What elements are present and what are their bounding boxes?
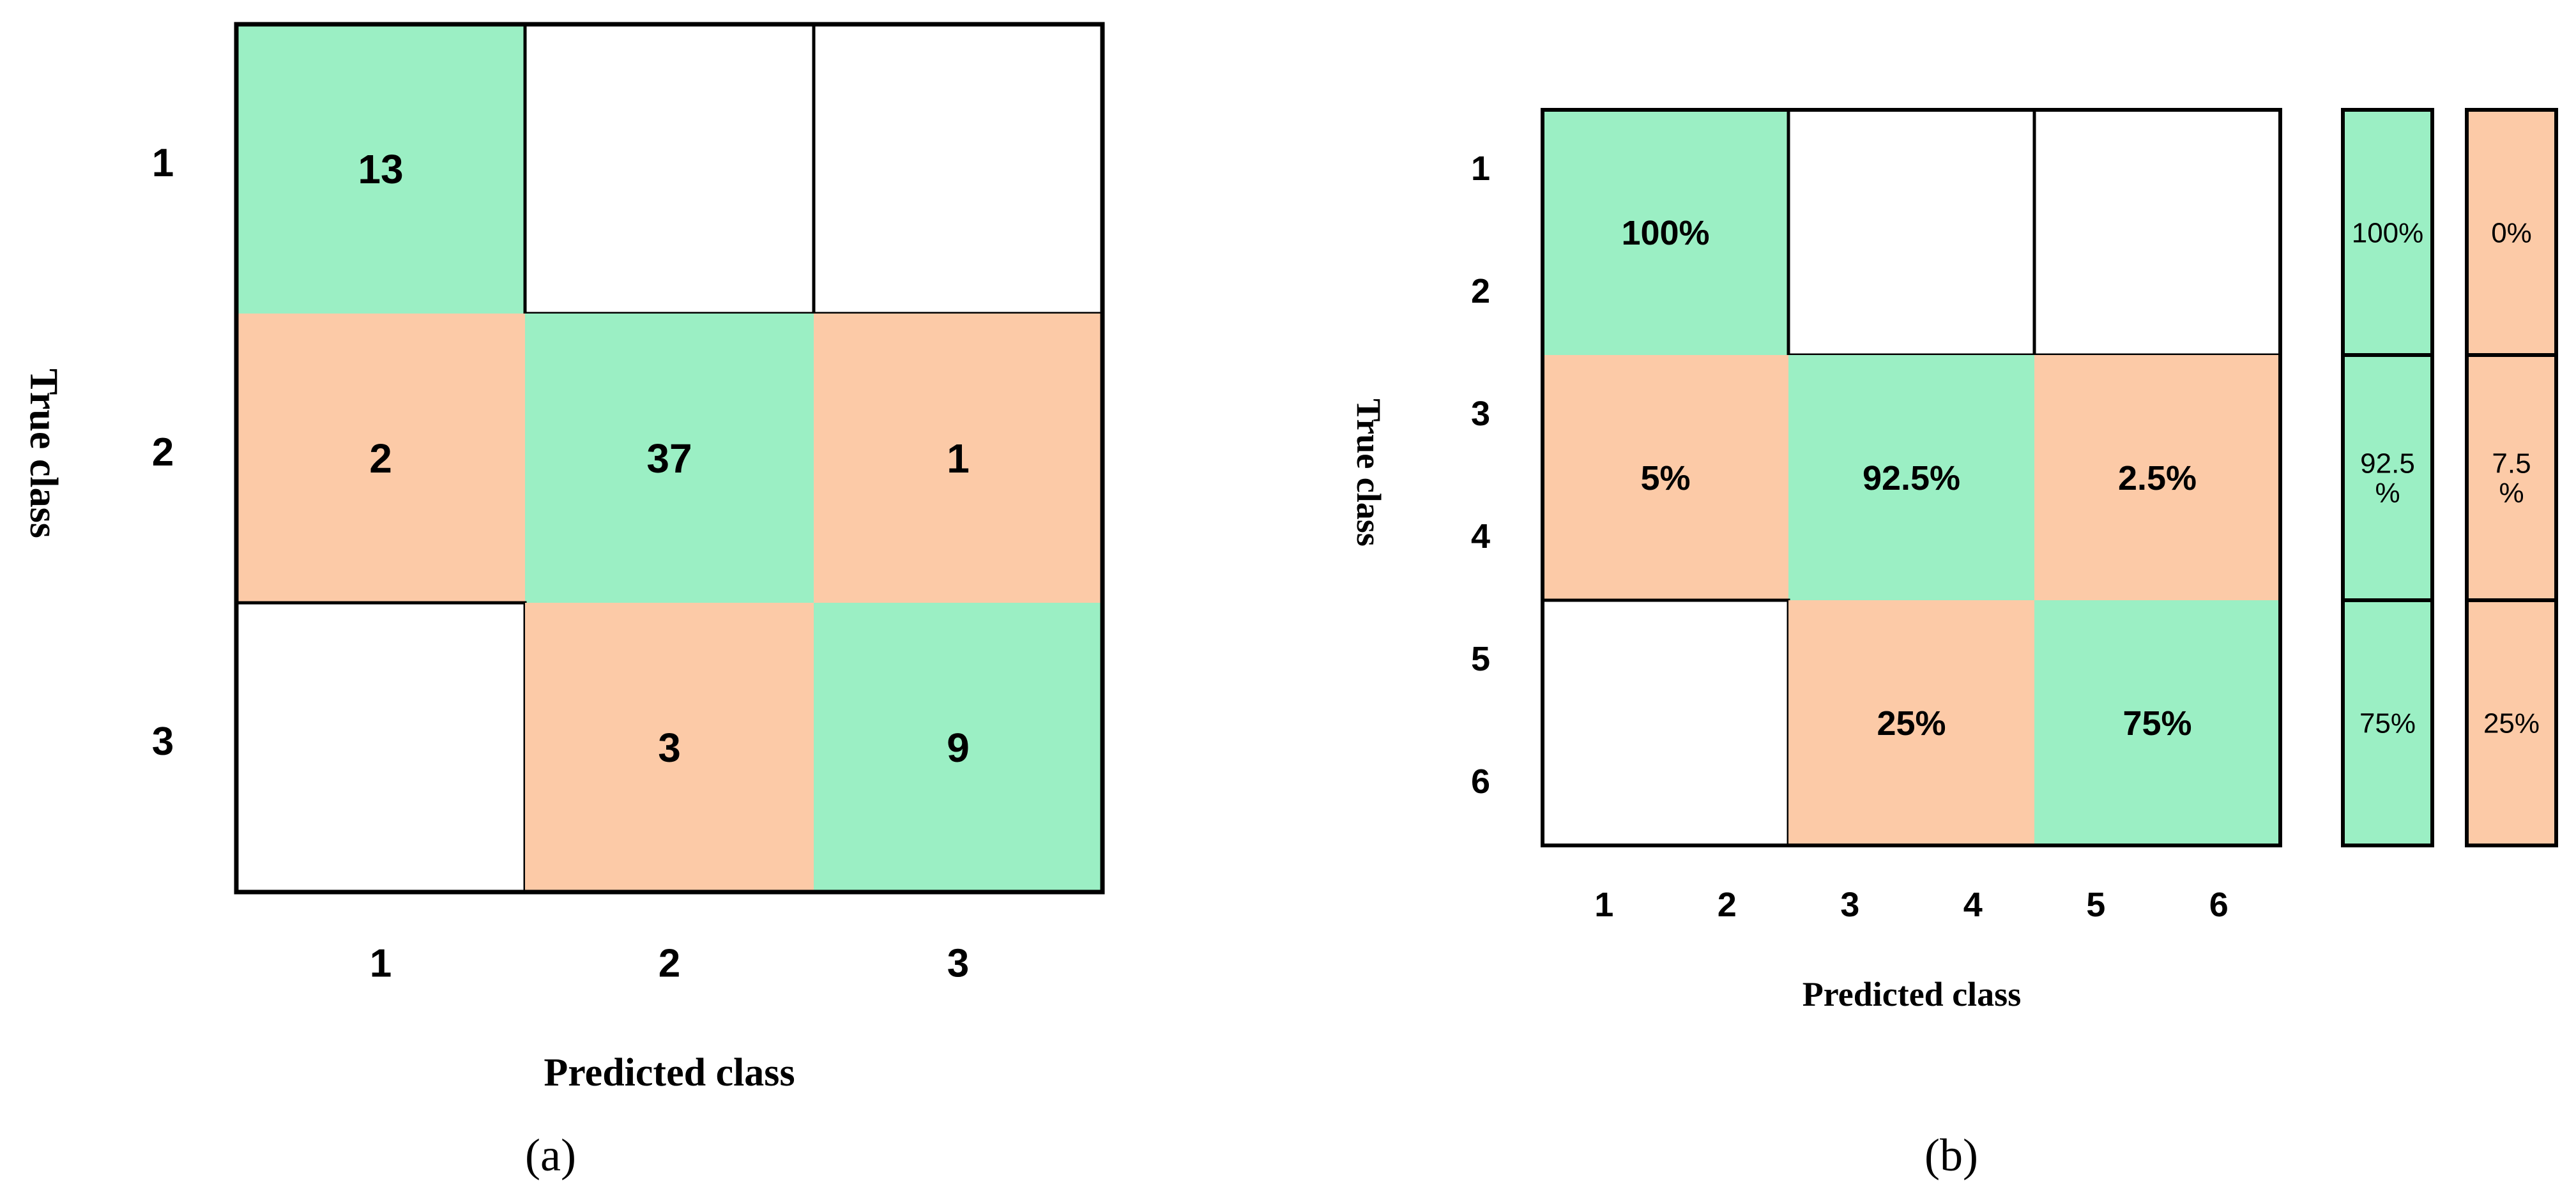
matrix-a-cell bbox=[236, 24, 525, 314]
matrix-b-cell bbox=[1787, 108, 2036, 357]
matrix-a-value: 13 bbox=[358, 146, 403, 192]
panel-a-label: (a) bbox=[525, 1130, 576, 1181]
panel-b-xlabel: Predicted class bbox=[1802, 975, 2021, 1013]
matrix-a-cell bbox=[812, 22, 1104, 315]
matrix-a-value: 9 bbox=[947, 725, 970, 771]
summary-error-cell bbox=[2465, 108, 2558, 357]
matrix-a-value: 2 bbox=[369, 435, 392, 481]
panel-b-y-tick: 6 bbox=[1471, 762, 1490, 801]
matrix-a-cell bbox=[234, 601, 527, 894]
summary-correct-value: 75% bbox=[2359, 708, 2416, 739]
panel-b-ylabel: True class bbox=[1350, 398, 1388, 546]
panel-b-y-tick: 1 bbox=[1471, 149, 1490, 188]
panel-a-y-tick: 1 bbox=[152, 141, 174, 185]
matrix-a-frame bbox=[234, 22, 1105, 895]
summary-correct-cell bbox=[2341, 598, 2434, 847]
matrix-a-value: 1 bbox=[947, 435, 970, 481]
matrix-b-value: 25% bbox=[1877, 704, 1946, 743]
matrix-b-value: 5% bbox=[1640, 459, 1690, 497]
summary-error-value: 0% bbox=[2491, 217, 2532, 248]
summary-error-value: 25% bbox=[2483, 708, 2540, 739]
matrix-a-value: 3 bbox=[658, 725, 681, 771]
matrix-b-cell bbox=[1788, 355, 2034, 600]
panel-a-y-tick: 2 bbox=[152, 430, 174, 474]
matrix-a-cell bbox=[525, 314, 814, 603]
summary-correct-cell bbox=[2341, 353, 2434, 602]
matrix-a-value: 37 bbox=[646, 435, 692, 481]
matrix-b-cell bbox=[2034, 355, 2280, 600]
panel-b-label: (b) bbox=[1924, 1130, 1978, 1181]
panel-b-y-tick: 3 bbox=[1471, 395, 1490, 433]
summary-error-value: 7.5% bbox=[2492, 448, 2531, 508]
matrix-a-cell bbox=[525, 603, 814, 892]
matrix-b-cell bbox=[1543, 110, 1788, 355]
panel-a-xlabel: Predicted class bbox=[544, 1051, 795, 1094]
summary-correct-value: 92.5% bbox=[2360, 448, 2415, 508]
panel-a-x-tick: 3 bbox=[947, 942, 969, 986]
matrix-b-frame bbox=[1541, 108, 2282, 847]
panel-b-y-tick: 4 bbox=[1471, 517, 1490, 556]
matrix-a-cell bbox=[523, 22, 816, 315]
panel-b: 100% 5% 92.5% 2.5% 25% 75% 100% 92.5 % 75% 0% 7.5%… bbox=[1350, 108, 2558, 1181]
matrix-a-cell bbox=[814, 603, 1102, 892]
matrix-b-cell bbox=[1788, 600, 2034, 845]
panel-a-y-tick: 3 bbox=[152, 720, 174, 764]
panel-b-x-tick: 4 bbox=[1963, 886, 1983, 924]
summary-error-cell bbox=[2465, 353, 2558, 602]
panel-a-ylabel: True class bbox=[22, 368, 65, 538]
panel-b-y-tick: 2 bbox=[1471, 272, 1490, 310]
matrix-b-cell bbox=[2034, 600, 2280, 845]
matrix-b-cell bbox=[1543, 355, 1788, 600]
matrix-b-value: 75% bbox=[2123, 704, 2191, 743]
panel-a-x-tick: 2 bbox=[659, 942, 680, 986]
matrix-b-cell bbox=[2032, 108, 2282, 357]
matrix-b-cell bbox=[1541, 598, 1790, 847]
panel-b-x-tick: 5 bbox=[2086, 886, 2105, 924]
panel-b-x-tick: 1 bbox=[1594, 886, 1613, 924]
summary-correct-value: 100% bbox=[2352, 217, 2424, 248]
panel-b-x-tick: 3 bbox=[1840, 886, 1859, 924]
panel-b-x-tick: 6 bbox=[2209, 886, 2229, 924]
summary-correct-cell bbox=[2341, 108, 2434, 357]
matrix-b-value: 2.5% bbox=[2118, 459, 2197, 497]
matrix-a-cell bbox=[236, 314, 525, 603]
panel-b-x-tick: 2 bbox=[1718, 886, 1737, 924]
panel-a-x-tick: 1 bbox=[370, 942, 392, 986]
summary-error-cell bbox=[2465, 598, 2558, 847]
matrix-b-value: 100% bbox=[1621, 214, 1709, 252]
matrix-b-value: 92.5% bbox=[1863, 459, 1960, 497]
matrix-a-cell bbox=[814, 314, 1102, 603]
panel-b-y-tick: 5 bbox=[1471, 640, 1490, 678]
